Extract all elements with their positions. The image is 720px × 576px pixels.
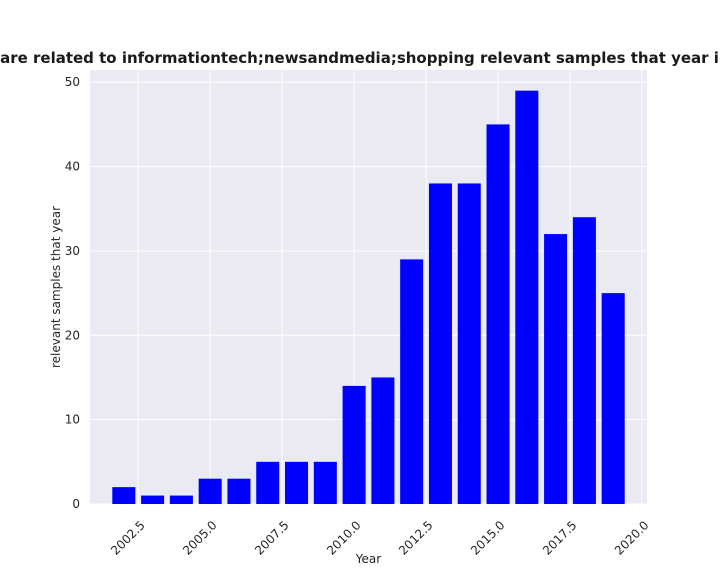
x-tick-label: 2020.0 [612,518,652,558]
bar-2006 [227,478,251,504]
y-axis-label: relevant samples that year [49,206,63,368]
bar-2017 [544,234,568,504]
y-tick-label: 30 [65,244,80,258]
bar-2014 [457,183,481,504]
y-tick-label: 0 [72,497,80,511]
x-tick-label: 2002.5 [108,518,148,558]
bar-2005 [198,478,222,504]
bar-2019 [601,293,625,504]
bar-2016 [515,90,539,505]
x-axis-label: Year [355,552,381,566]
bar-2010 [342,385,366,504]
bar-2002 [112,487,136,504]
bar-2008 [285,461,309,504]
bar-2004 [169,495,193,504]
y-tick-label: 10 [65,413,80,427]
bar-2018 [572,217,596,505]
bar-2015 [486,124,510,504]
chart-title: Samples are related to informationtech;n… [0,49,720,67]
bar-2013 [428,183,452,504]
y-tick-labels: 0 10 20 30 40 50 [65,75,80,511]
bars [112,90,625,505]
y-tick-label: 50 [65,75,80,89]
bar-2009 [313,461,337,504]
x-tick-label: 2007.5 [252,518,292,558]
y-tick-label: 40 [65,160,80,174]
x-tick-label: 2012.5 [396,518,436,558]
y-tick-label: 20 [65,328,80,342]
x-tick-label: 2015.0 [468,518,508,558]
x-tick-label: 2005.0 [180,518,220,558]
x-tick-label: 2017.5 [540,518,580,558]
bar-2011 [371,377,395,504]
bar-2007 [256,461,280,504]
bar-2003 [141,495,165,504]
bar-2012 [400,259,424,504]
